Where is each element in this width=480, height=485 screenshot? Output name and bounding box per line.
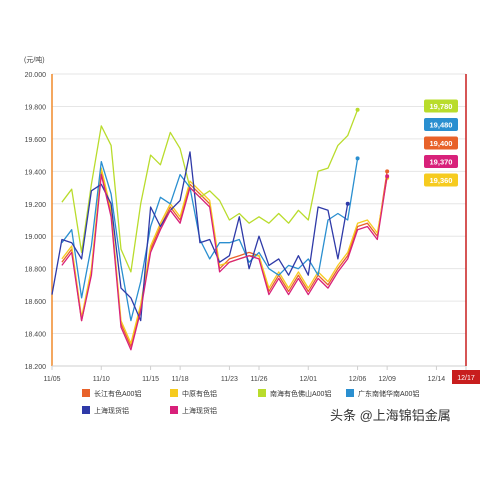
x-tick-label: 11/15 bbox=[142, 376, 159, 383]
legend-label: 上海现货铝 bbox=[182, 406, 217, 415]
legend-label: 广东南储华南A00铝 bbox=[358, 389, 419, 398]
x-tick-label: 11/05 bbox=[44, 376, 61, 383]
x-tick-label: 12/01 bbox=[300, 376, 318, 383]
y-tick-label: 18.800 bbox=[25, 267, 47, 274]
series-end-point bbox=[346, 202, 350, 206]
x-tick-labels: 11/05 11/10 11/15 11/18 11/23 11/26 12/01 12/06… bbox=[44, 366, 480, 384]
x-tick-label: 11/23 bbox=[221, 376, 238, 383]
series-end-point bbox=[356, 108, 360, 112]
legend-label: 中原有色铝 bbox=[182, 389, 217, 398]
y-tick-labels: 18.200 18.400 18.600 18.800 19.000 19.200 19.4… bbox=[25, 72, 47, 371]
y-tick-label: 18.200 bbox=[25, 364, 47, 371]
series-line bbox=[62, 175, 387, 350]
series-lines bbox=[52, 108, 389, 350]
y-tick-label: 19.200 bbox=[25, 202, 47, 209]
x-tick-label: 12/14 bbox=[428, 376, 446, 383]
y-axis-label: (元/吨) bbox=[24, 55, 45, 64]
legend-swatch bbox=[346, 389, 354, 397]
legend-label: 南海有色佛山A00铝 bbox=[270, 389, 331, 398]
x-tick-label: 12/06 bbox=[349, 376, 367, 383]
x-tick-label: 12/09 bbox=[378, 376, 396, 383]
end-label-text: 19,370 bbox=[430, 158, 453, 167]
x-tick-label: 11/10 bbox=[93, 376, 110, 383]
legend-swatch bbox=[258, 389, 266, 397]
x-tick-label: 12/17 bbox=[457, 375, 475, 382]
y-tick-label: 19.400 bbox=[25, 169, 47, 176]
y-tick-label: 20.000 bbox=[25, 72, 47, 79]
series-end-point bbox=[385, 174, 389, 178]
y-tick-label: 19.000 bbox=[25, 234, 47, 241]
x-tick-label: 11/26 bbox=[251, 376, 268, 383]
watermark: 头条 @上海锦铝金属 bbox=[330, 408, 451, 423]
legend-swatch bbox=[82, 389, 90, 397]
y-tick-label: 19.800 bbox=[25, 104, 47, 111]
legend-swatch bbox=[170, 406, 178, 414]
legend-swatch bbox=[82, 406, 90, 414]
legend-label: 上海现货铝 bbox=[94, 406, 129, 415]
series-end-point bbox=[356, 156, 360, 160]
legend-swatch bbox=[170, 389, 178, 397]
end-label-text: 19,360 bbox=[430, 176, 453, 185]
y-tick-label: 19.600 bbox=[25, 137, 47, 144]
series-end-point bbox=[385, 169, 389, 173]
y-tick-label: 18.600 bbox=[25, 299, 47, 306]
end-value-labels: 19,780 19,480 19,400 19,370 19,360 bbox=[424, 100, 458, 187]
legend-label: 长江有色A00铝 bbox=[94, 389, 141, 398]
x-tick-label: 11/18 bbox=[172, 376, 189, 383]
y-tick-label: 18.400 bbox=[25, 332, 47, 339]
end-label-text: 19,480 bbox=[430, 121, 453, 130]
end-label-text: 19,780 bbox=[430, 102, 453, 111]
end-label-text: 19,400 bbox=[430, 139, 453, 148]
